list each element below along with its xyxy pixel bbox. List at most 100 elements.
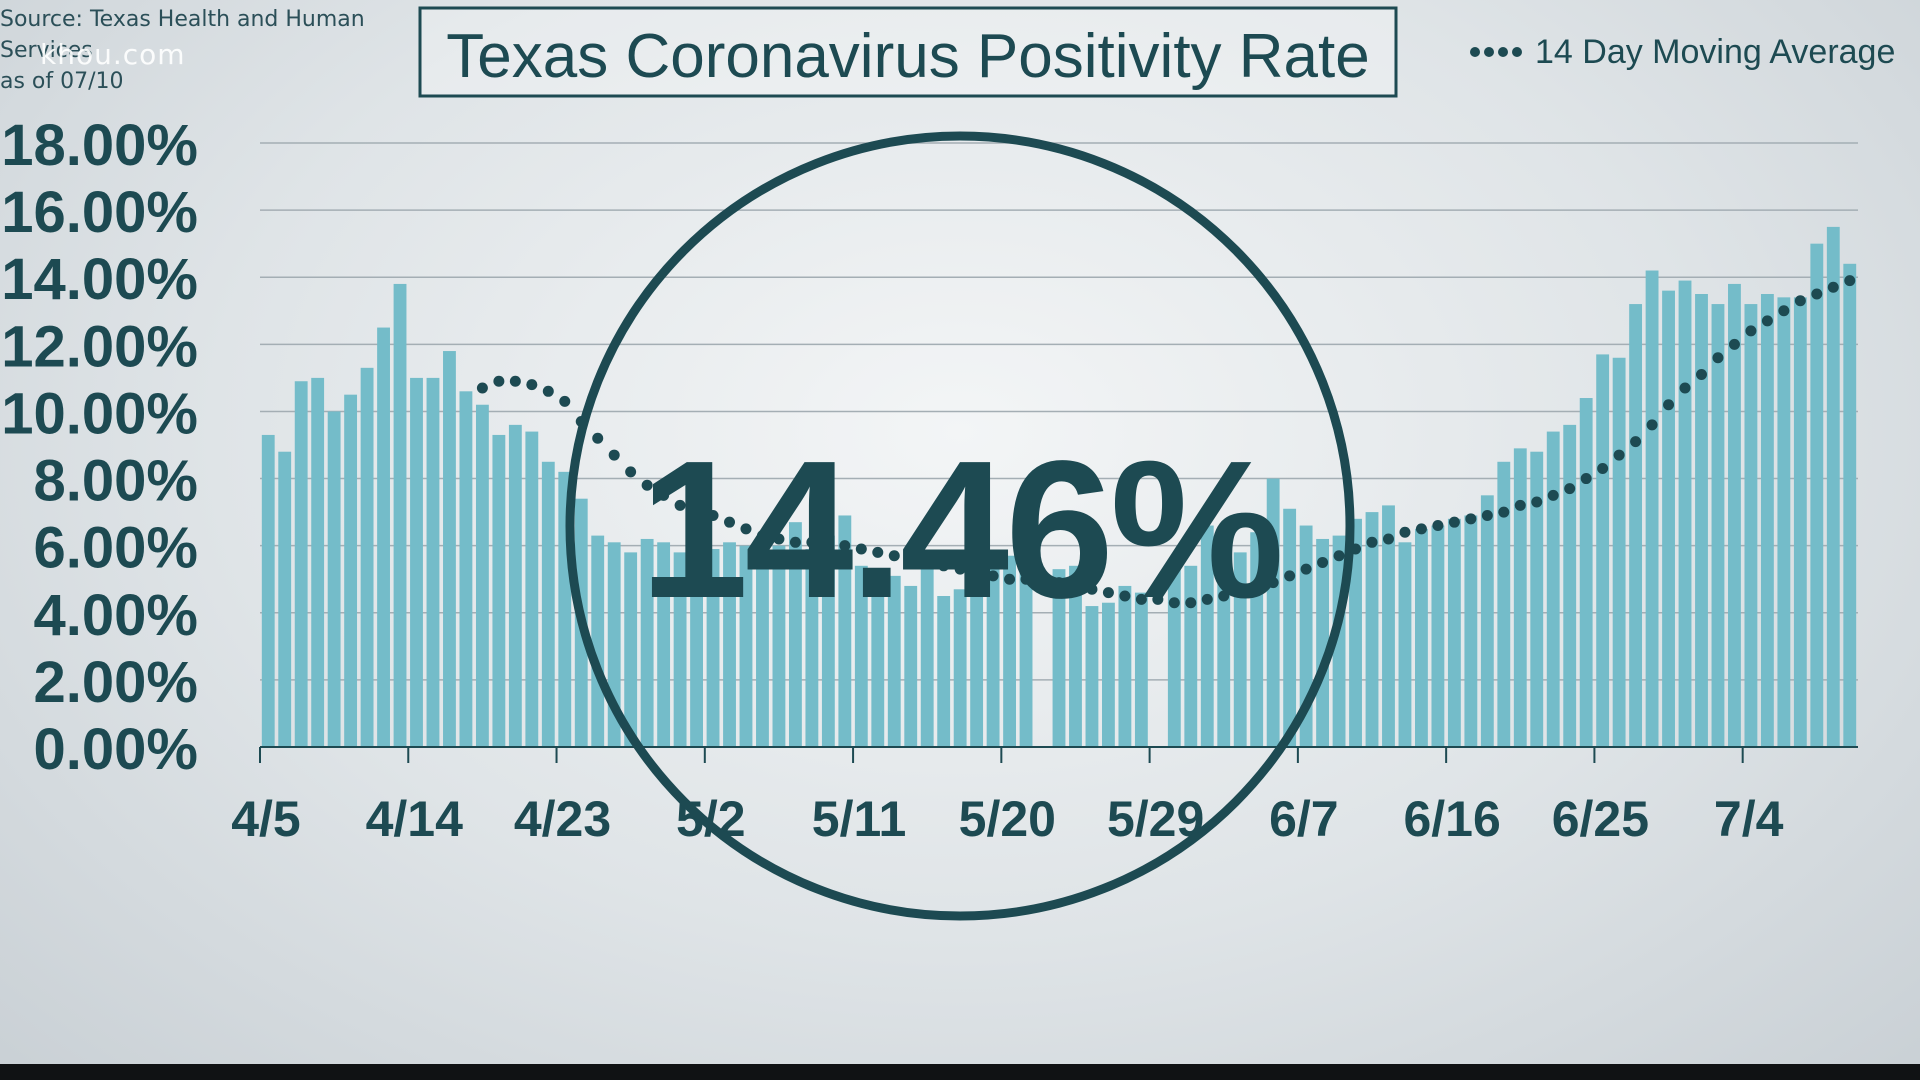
bar (788, 522, 802, 747)
moving-average-point (954, 563, 966, 575)
bar (1167, 565, 1181, 747)
bar (508, 424, 522, 747)
moving-average-point (1168, 597, 1180, 609)
bar (393, 283, 407, 747)
moving-average-point (1794, 295, 1806, 307)
moving-average-point (1119, 590, 1131, 602)
bar (1843, 263, 1857, 747)
bar (541, 461, 555, 747)
moving-average-point (1037, 577, 1049, 589)
moving-average-point (608, 449, 620, 461)
bar (294, 381, 308, 747)
y-tick-label: 10.00% (1, 381, 198, 446)
moving-average-point (1827, 281, 1839, 293)
bar (410, 377, 423, 747)
bar (344, 394, 358, 747)
bar (311, 377, 325, 747)
moving-average-point (542, 385, 554, 397)
moving-average-point (1514, 499, 1526, 511)
x-tick-label: 7/4 (1714, 791, 1784, 847)
moving-average-point (740, 523, 752, 535)
bar (723, 542, 736, 747)
x-tick-label: 6/7 (1269, 791, 1339, 847)
bar (1134, 592, 1148, 747)
moving-average-point (905, 553, 917, 565)
moving-average-point (1547, 489, 1559, 501)
bar (657, 542, 671, 747)
bar (1398, 542, 1412, 747)
bar (1233, 552, 1247, 747)
moving-average-point (1646, 419, 1658, 431)
bar (937, 596, 951, 747)
moving-average-point (1613, 449, 1625, 461)
bar (854, 565, 868, 747)
x-tick-label: 4/5 (231, 791, 301, 847)
moving-average-point (1481, 509, 1493, 521)
moving-average-point (1679, 382, 1691, 394)
bar (1069, 565, 1082, 747)
moving-average-point (493, 375, 505, 387)
moving-average-point (1053, 577, 1065, 589)
moving-average-point (1728, 338, 1740, 350)
moving-average-point (1597, 462, 1609, 474)
bar (640, 538, 654, 747)
moving-average-point (987, 570, 999, 582)
bar (821, 535, 835, 747)
bar (1415, 528, 1428, 747)
bottom-letterbox (0, 1064, 1920, 1080)
as-of-date: as of 07/10 (0, 69, 124, 94)
bar (1662, 290, 1675, 747)
bar (1382, 505, 1395, 747)
bar (805, 549, 819, 747)
bar (1793, 297, 1807, 747)
y-tick-label: 4.00% (34, 583, 198, 648)
x-tick-label: 4/23 (514, 791, 611, 847)
bar (772, 545, 786, 747)
bar (1464, 515, 1478, 747)
moving-average-point (592, 432, 604, 444)
moving-average-point (1531, 496, 1543, 508)
moving-average-point (509, 375, 521, 387)
bar (1579, 398, 1593, 747)
moving-average-point (1366, 536, 1378, 548)
source-caption: Source: Texas Health and Human Services … (0, 4, 365, 97)
bar (871, 579, 885, 747)
bar (1711, 304, 1725, 747)
moving-average-point (559, 395, 571, 407)
bar (1546, 431, 1560, 747)
bar (953, 589, 967, 747)
bar (887, 575, 901, 747)
bar (1760, 294, 1774, 747)
moving-average-point (839, 540, 851, 552)
moving-average-point (1086, 583, 1098, 595)
bar (360, 367, 374, 747)
moving-average-point (1218, 590, 1230, 602)
moving-average-point (1498, 506, 1510, 518)
moving-average-point (1630, 436, 1642, 448)
bar (1596, 354, 1610, 747)
bar (1645, 270, 1659, 747)
moving-average-point (1415, 523, 1427, 535)
moving-average-point (1811, 288, 1823, 300)
bar (1200, 525, 1214, 747)
bar (706, 549, 720, 747)
bar (970, 572, 984, 747)
x-tick-label: 5/20 (959, 791, 1056, 847)
moving-average-point (773, 533, 785, 545)
moving-average-point (1399, 526, 1411, 538)
bar (1101, 602, 1115, 747)
legend-label: 14 Day Moving Average (1535, 33, 1895, 71)
y-tick-label: 16.00% (1, 180, 198, 245)
x-tick-label: 6/16 (1403, 791, 1500, 847)
highlight-circle (565, 131, 1355, 921)
moving-average-point (1382, 533, 1394, 545)
bar (1497, 461, 1511, 747)
bar (443, 351, 456, 747)
moving-average-point (1069, 580, 1081, 592)
bar (475, 404, 489, 747)
bar (1118, 585, 1132, 747)
bar (739, 545, 753, 747)
y-tick-label: 14.00% (1, 247, 198, 312)
moving-average-point (888, 550, 900, 562)
bar (377, 327, 390, 747)
